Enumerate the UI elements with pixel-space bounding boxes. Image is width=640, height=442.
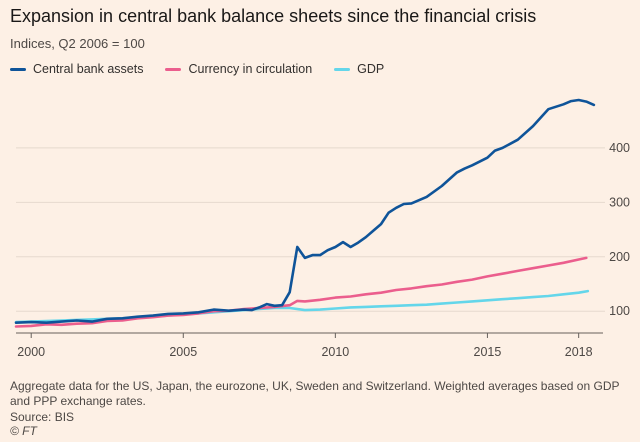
chart-legend: Central bank assets Currency in circulat…: [10, 62, 384, 76]
chart-footnote: Aggregate data for the US, Japan, the eu…: [10, 379, 620, 408]
legend-item-currency-in-circulation: Currency in circulation: [165, 62, 312, 76]
line-chart: 100 200 300 400 2000 2005 2010 2015 2018: [14, 98, 630, 359]
series-line-gdp: [14, 289, 590, 324]
legend-label-central-bank-assets: Central bank assets: [33, 62, 144, 76]
y-tick-label-400: 400: [609, 141, 630, 155]
legend-swatch-currency-in-circulation: [165, 67, 182, 71]
legend-swatch-central-bank-assets: [10, 67, 26, 71]
x-tick-label-2000: 2000: [17, 345, 45, 359]
x-tick-label-2015: 2015: [474, 345, 502, 359]
ft-credit: © FT: [10, 424, 37, 438]
chart-subtitle: Indices, Q2 2006 = 100: [10, 36, 145, 51]
y-tick-label-200: 200: [609, 250, 630, 264]
legend-swatch-gdp: [334, 67, 351, 71]
x-tick-label-2005: 2005: [169, 345, 197, 359]
legend-label-gdp: GDP: [357, 62, 385, 76]
legend-item-gdp: GDP: [334, 62, 384, 76]
y-tick-label-300: 300: [609, 195, 630, 209]
x-tick-label-2018: 2018: [565, 345, 593, 359]
x-tick-label-2010: 2010: [321, 345, 349, 359]
legend-item-central-bank-assets: Central bank assets: [10, 62, 143, 76]
y-tick-label-100: 100: [609, 304, 630, 318]
chart-source: Source: BIS: [10, 410, 75, 424]
legend-label-currency-in-circulation: Currency in circulation: [188, 62, 313, 76]
chart-title: Expansion in central bank balance sheets…: [10, 6, 537, 26]
series-line-currency-in-circulation: [14, 256, 588, 328]
series-line-central-bank-assets: [14, 98, 596, 324]
